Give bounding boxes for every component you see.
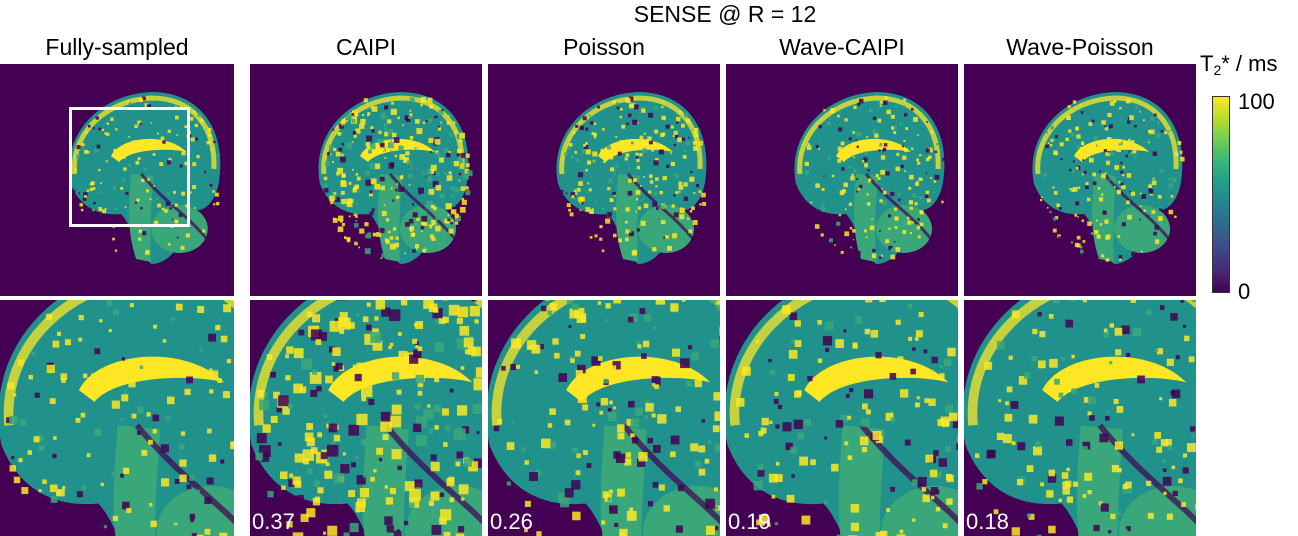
tentorium — [1102, 173, 1171, 240]
panel-full-wave-caipi — [726, 64, 958, 296]
tentorium — [864, 173, 933, 240]
cerebellum — [151, 205, 208, 253]
panel-full-fully-sampled — [0, 64, 234, 296]
nrmse-value-caipi: 0.37 — [252, 509, 295, 534]
nrmse-value-poisson: 0.26 — [490, 509, 533, 534]
tentorium — [383, 423, 482, 525]
corpus-callosum — [360, 138, 435, 162]
colorbar-min-label: 0 — [1238, 279, 1251, 304]
corpus-callosum — [78, 356, 225, 402]
tentorium — [621, 423, 720, 525]
corpus-callosum — [804, 356, 949, 402]
tentorium — [859, 423, 958, 525]
colorbar-title-subscript: 2 — [1213, 62, 1222, 78]
tentorium — [134, 423, 234, 525]
colorbar-title-unit: * / ms — [1221, 51, 1278, 76]
panel-zoom-wave-caipi: 0.19 — [726, 300, 958, 536]
tentorium — [140, 173, 208, 240]
panel-zoom-wave-poisson: 0.18 — [964, 300, 1196, 536]
cerebellum — [1119, 485, 1196, 536]
panel-full-caipi — [250, 64, 482, 296]
nrmse-value-wave-poisson: 0.18 — [966, 509, 1009, 534]
brain-slice-image — [0, 300, 234, 536]
supertitle: SENSE @ R = 12 — [633, 1, 817, 27]
panel-full-wave-poisson — [964, 64, 1196, 296]
brainstem — [1091, 174, 1116, 262]
brain-slice-image — [318, 92, 473, 264]
roi-zoom-box — [69, 107, 190, 227]
cortex-rim — [967, 300, 1196, 426]
panel-zoom-poisson: 0.26 — [488, 300, 720, 536]
brainstem — [1076, 425, 1123, 536]
nrmse-value-wave-caipi: 0.19 — [728, 509, 771, 534]
cortex-rim — [729, 300, 958, 426]
brain-slice-image — [69, 92, 221, 264]
brain-slice-image — [1032, 92, 1185, 264]
cortex-rim — [1035, 95, 1179, 175]
brainstem — [129, 174, 154, 262]
brain-slice-image — [964, 300, 1196, 536]
column-title-wave-poisson: Wave-Poisson — [1006, 34, 1154, 60]
corpus-callosum — [110, 138, 187, 162]
column-title-poisson: Poisson — [563, 34, 645, 60]
corpus-callosum — [1074, 138, 1149, 162]
column-title-fully-sampled: Fully-sampled — [45, 34, 189, 60]
cerebellum — [643, 485, 720, 536]
brain-slice-image — [556, 92, 707, 264]
brain-slice-image — [488, 300, 720, 536]
colorbar-max-label: 100 — [1238, 89, 1275, 114]
column-title-wave-caipi: Wave-CAIPI — [779, 34, 905, 60]
corpus-callosum — [836, 138, 911, 162]
cortex-rim — [71, 95, 217, 175]
brain-slice-image — [794, 92, 946, 264]
cortex-rim — [559, 95, 703, 175]
corpus-callosum — [566, 356, 711, 402]
panel-zoom-fully-sampled — [0, 300, 234, 536]
colorbar-title-main: T — [1200, 51, 1214, 76]
corpus-callosum — [598, 138, 673, 162]
brain-slice-image — [250, 300, 482, 536]
cortex-rim — [491, 300, 720, 426]
brainstem — [838, 425, 885, 536]
panel-zoom-caipi: 0.37 — [250, 300, 482, 536]
brainstem — [853, 174, 878, 262]
cerebellum — [881, 485, 958, 536]
colorbar — [1212, 96, 1230, 293]
panel-full-poisson — [488, 64, 720, 296]
brain-slice-image — [726, 300, 958, 536]
colorbar-title: T2* / ms — [1200, 50, 1277, 84]
column-title-caipi: CAIPI — [335, 34, 397, 60]
brainstem — [615, 174, 640, 262]
cortex-rim — [3, 300, 234, 426]
